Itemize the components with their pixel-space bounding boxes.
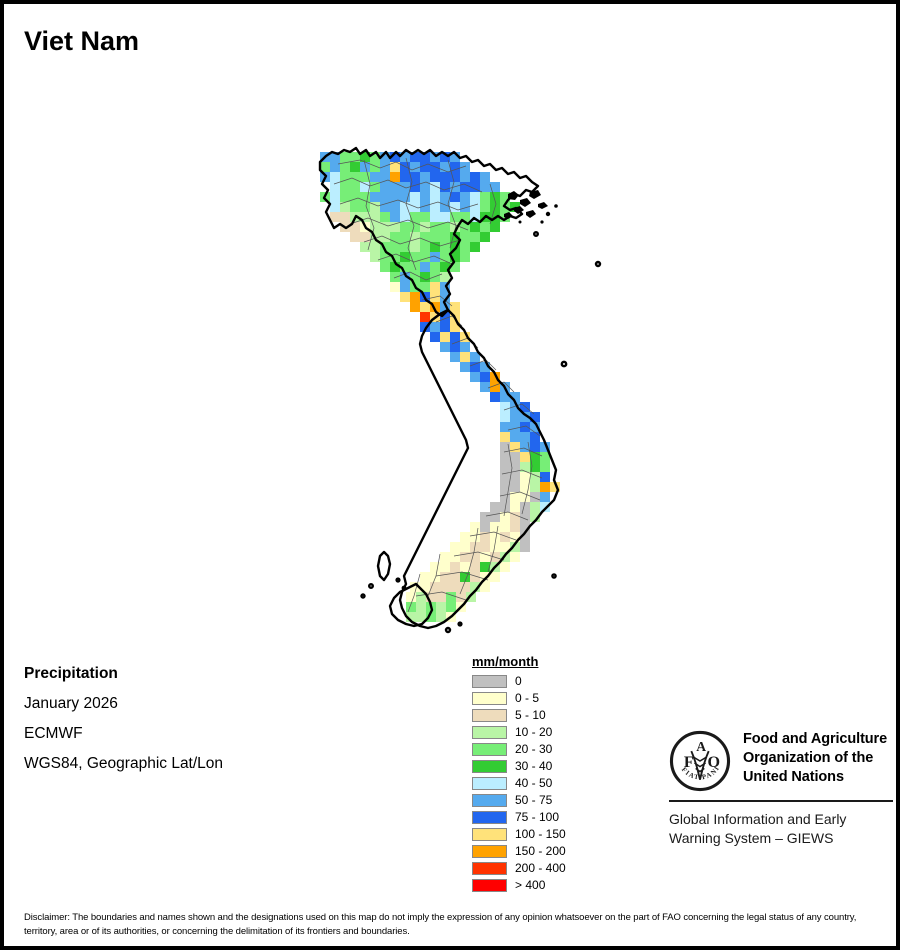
legend-label: 150 - 200	[515, 844, 566, 858]
legend-label: 0	[515, 674, 522, 688]
halong-bay-islands	[504, 190, 558, 224]
giews-line-1: Global Information and Early	[669, 811, 847, 827]
legend-row: 75 - 100	[472, 809, 566, 826]
page-title: Viet Nam	[24, 26, 140, 56]
map-canvas[interactable]	[8, 64, 900, 634]
legend-swatch	[472, 743, 507, 756]
legend-label: 0 - 5	[515, 691, 540, 705]
legend-row: 20 - 30	[472, 741, 566, 758]
legend-swatch	[472, 675, 507, 688]
legend-row: 200 - 400	[472, 860, 566, 877]
legend-swatch	[472, 760, 507, 773]
legend-label: 5 - 10	[515, 708, 546, 722]
map-metadata: Precipitation January 2026 ECMWF WGS84, …	[24, 659, 223, 779]
legend-swatch	[472, 811, 507, 824]
legend-label: 50 - 75	[515, 793, 553, 807]
metadata-source: ECMWF	[24, 725, 83, 742]
fao-organization-name: Food and Agriculture Organization of the…	[743, 730, 887, 787]
legend-row: 0 - 5	[472, 690, 566, 707]
legend-row: 0	[472, 673, 566, 690]
metadata-variable: Precipitation	[24, 665, 118, 682]
precipitation-raster-map[interactable]	[8, 64, 900, 634]
legend-title: mm/month	[472, 654, 539, 669]
legend-label: 40 - 50	[515, 776, 553, 790]
fao-org-line-1: Food and Agriculture	[743, 731, 888, 747]
legend-rows: 0 0 - 5 5 - 10 10 - 20 20 - 30 30 - 40 40 - 50…	[472, 673, 566, 894]
legend-row: 40 - 50	[472, 775, 566, 792]
metadata-projection: WGS84, Geographic Lat/Lon	[24, 755, 224, 772]
metadata-period: January 2026	[24, 695, 118, 712]
legend-label: 200 - 400	[515, 861, 566, 875]
legend-row: 5 - 10	[472, 707, 566, 724]
legend-row: 10 - 20	[472, 724, 566, 741]
fao-org-line-2: Organization of the	[743, 750, 874, 766]
legend-label: 30 - 40	[515, 759, 553, 773]
legend-row: 50 - 75	[472, 792, 566, 809]
legend-swatch	[472, 692, 507, 705]
svg-text:F: F	[684, 754, 694, 771]
svg-text:A: A	[696, 739, 706, 754]
country-boundary	[318, 146, 602, 634]
disclaimer-text: Disclaimer: The boundaries and names sho…	[24, 912, 857, 937]
giews-name: Global Information and Early Warning Sys…	[669, 810, 896, 848]
legend-swatch	[472, 777, 507, 790]
legend-label: 100 - 150	[515, 827, 566, 841]
precipitation-cells	[320, 152, 560, 622]
legend-swatch	[472, 845, 507, 858]
map-legend: mm/month 0 0 - 5 5 - 10 10 - 20 20 - 30 30 - …	[472, 654, 566, 894]
legend-row: 150 - 200	[472, 843, 566, 860]
legend-swatch	[472, 726, 507, 739]
legend-label: 75 - 100	[515, 810, 560, 824]
fao-branding: F A O FIAT PANIS Food and Agriculture Or…	[669, 730, 896, 848]
province-boundaries	[333, 157, 543, 613]
svg-text:O: O	[707, 754, 720, 771]
legend-label: 20 - 30	[515, 742, 553, 756]
legend-label: 10 - 20	[515, 725, 553, 739]
legend-row: 30 - 40	[472, 758, 566, 775]
legend-label: > 400	[515, 878, 546, 892]
legend-swatch	[472, 794, 507, 807]
fao-org-line-3: United Nations	[743, 769, 844, 785]
fao-divider	[669, 800, 893, 802]
legend-row: > 400	[472, 877, 566, 894]
legend-swatch	[472, 862, 507, 875]
legend-row: 100 - 150	[472, 826, 566, 843]
legend-swatch	[472, 879, 507, 892]
legend-swatch	[472, 709, 507, 722]
fao-emblem-icon: F A O FIAT PANIS	[669, 730, 731, 792]
legend-swatch	[472, 828, 507, 841]
giews-line-2: Warning System – GIEWS	[669, 830, 834, 846]
